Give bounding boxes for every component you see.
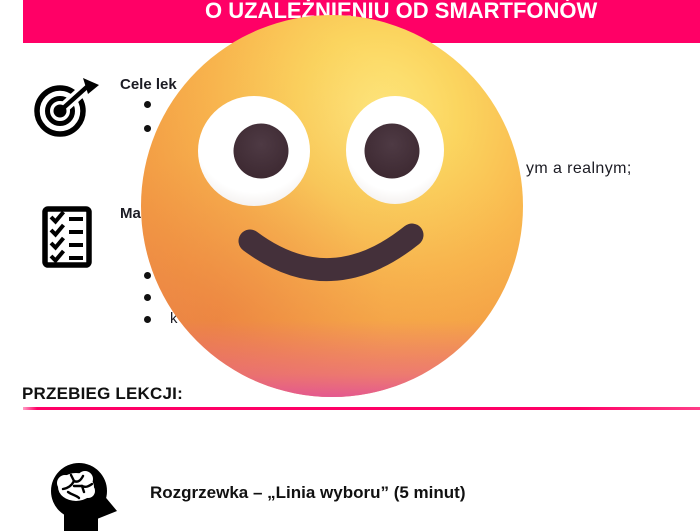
- materials-label: Ma: [120, 205, 141, 222]
- checklist-icon: [42, 206, 92, 268]
- objective-text-fragment: ym a realnym;: [526, 160, 632, 177]
- materials-item-fragment: k: [170, 310, 178, 327]
- flow-divider-line: [23, 407, 700, 410]
- emoji-right-eye: [346, 96, 444, 204]
- emoji-smile: [238, 223, 424, 281]
- bullet-dot: [144, 101, 151, 108]
- emoji-left-eye: [198, 96, 310, 206]
- bullet-dot: [144, 316, 151, 323]
- bullet-dot: [144, 294, 151, 301]
- bullet-dot: [144, 125, 151, 132]
- slightly-smiling-face-emoji: [141, 15, 523, 397]
- brain-head-icon: [51, 463, 117, 531]
- goals-label: Cele lek: [120, 76, 177, 93]
- step1-title: Rozgrzewka – „Linia wyboru” (5 minut): [150, 483, 466, 502]
- target-icon: [34, 78, 99, 137]
- flow-heading: PRZEBIEG LEKCJI:: [22, 384, 183, 403]
- bullet-dot: [144, 272, 151, 279]
